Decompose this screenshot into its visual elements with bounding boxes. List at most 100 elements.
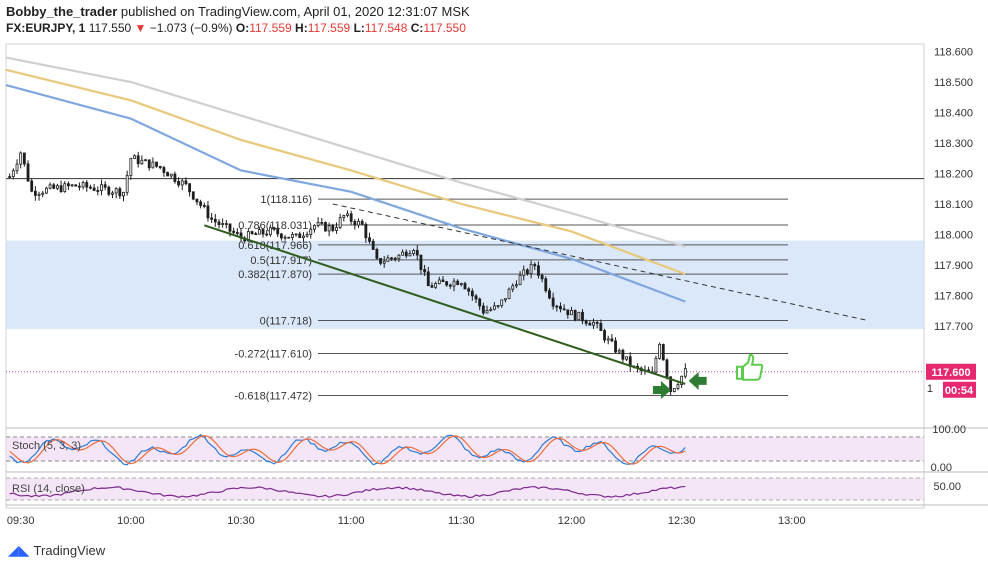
candle-body [11, 170, 15, 178]
ema-line [5, 56, 686, 248]
candle-body [661, 344, 665, 361]
candle-body [217, 221, 221, 225]
low-label: L: [353, 21, 365, 35]
candle-body [533, 263, 537, 267]
candle-body [136, 155, 140, 165]
candle-body [382, 260, 386, 264]
candle-body [478, 298, 482, 307]
candle-body [625, 356, 628, 360]
price-tick-label: 118.300 [934, 138, 973, 150]
candle-body [228, 223, 232, 232]
candle-body [52, 184, 56, 189]
last-price: 117.550 [88, 21, 132, 35]
candle-body [511, 285, 515, 290]
candle-body [232, 230, 236, 233]
candle-body [122, 191, 125, 197]
candle-body [456, 280, 460, 286]
publisher-line: Bobby_the_trader published on TradingVie… [6, 4, 470, 19]
candle-body [305, 234, 309, 237]
interval-label: 1 [927, 383, 933, 395]
candle-body [507, 288, 511, 300]
candle-body [408, 253, 412, 257]
candle-body [397, 254, 401, 260]
close-label: C: [410, 21, 424, 35]
candle-body [19, 152, 23, 165]
candle-body [89, 186, 92, 189]
time-tick-label: 09:30 [7, 515, 35, 527]
candle-body [92, 187, 96, 191]
stoch-level-label: 0.00 [931, 462, 952, 474]
candle-body [606, 338, 610, 341]
price-tick-label: 118.500 [934, 77, 973, 89]
candle-body [26, 163, 30, 182]
candle-body [584, 320, 588, 324]
candle-body [463, 283, 467, 290]
candle-body [22, 152, 26, 165]
candle-body [474, 295, 478, 300]
candle-body [603, 330, 606, 341]
candle-body [210, 217, 214, 220]
candle-body [526, 269, 529, 274]
tradingview-logo[interactable]: ◢◣ TradingView [8, 542, 105, 559]
published-text: published on TradingView.com, April 01, … [120, 4, 470, 19]
candle-body [316, 222, 320, 226]
candle-body [140, 159, 144, 165]
stoch-level-label: 100.00 [932, 424, 966, 436]
candle-body [485, 309, 489, 314]
candle-body [85, 182, 89, 188]
candle-body [291, 234, 294, 238]
resistance-trendline [332, 203, 866, 321]
countdown-label: 00:54 [945, 385, 974, 397]
candle-body [324, 222, 327, 232]
candle-body [672, 388, 676, 392]
candle-body [265, 233, 269, 236]
candle-body [342, 215, 346, 219]
candle-body [151, 161, 155, 169]
candle-body [426, 271, 430, 287]
price-tick-label: 118.200 [934, 169, 973, 181]
candle-body [540, 274, 544, 280]
stoch-label: Stoch (5, 3, 3) [12, 440, 81, 452]
candle-body [272, 227, 276, 230]
time-tick-label: 11:30 [448, 515, 475, 527]
candle-body [309, 228, 313, 235]
publisher-name[interactable]: Bobby_the_trader [6, 4, 118, 19]
candle-body [401, 251, 404, 256]
candle-body [221, 223, 225, 225]
candle-body [379, 257, 382, 264]
candle-body [470, 290, 474, 297]
time-tick-label: 11:00 [338, 515, 365, 527]
price-tick-label: 118.000 [934, 230, 973, 242]
candle-body [595, 321, 599, 324]
candle-body [496, 305, 500, 308]
candle-body [412, 250, 416, 254]
candle-body [96, 190, 100, 192]
candle-body [33, 190, 37, 196]
stoch-d-line [9, 435, 686, 465]
candle-body [658, 344, 662, 359]
candle-body [55, 185, 59, 189]
candle-body [133, 155, 136, 159]
candle-body [8, 176, 12, 178]
candle-body [610, 338, 614, 342]
price-tick-label: 118.400 [934, 108, 973, 120]
candle-body [680, 375, 684, 386]
candle-body [467, 288, 471, 292]
candle-body [180, 180, 184, 186]
candle-body [202, 205, 206, 207]
ema-line [5, 83, 686, 303]
price-change: −1.073 (−0.9%) [149, 21, 233, 35]
candle-body [573, 310, 577, 321]
candle-body [577, 311, 581, 321]
candle-body [107, 186, 111, 195]
candle-body [537, 265, 540, 276]
candle-body [70, 184, 74, 187]
candle-body [235, 232, 239, 234]
time-tick-label: 13:00 [778, 515, 806, 527]
time-tick-label: 10:30 [227, 515, 255, 527]
candle-body [268, 227, 272, 236]
tradingview-brand: TradingView [33, 543, 106, 558]
open-label: O: [235, 21, 250, 35]
candle-body [213, 218, 217, 223]
